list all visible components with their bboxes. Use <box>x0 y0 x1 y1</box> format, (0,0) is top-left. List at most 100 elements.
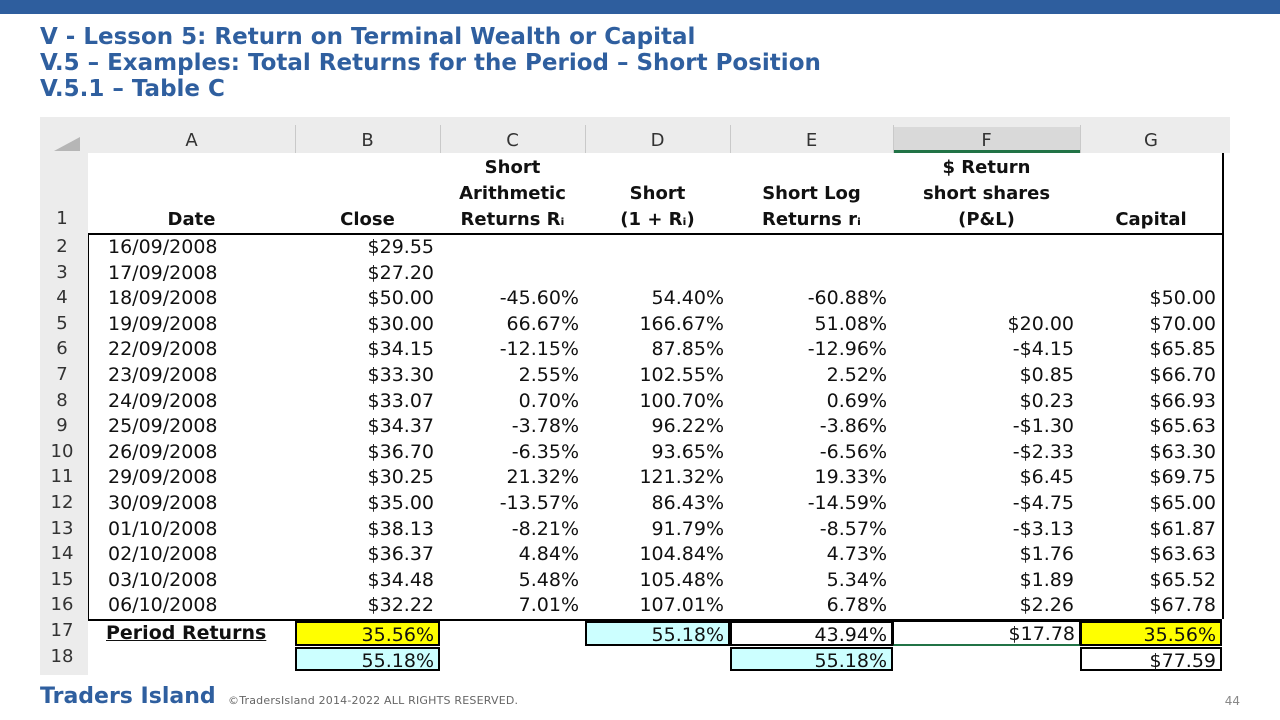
close-cell: $33.07 <box>367 389 434 412</box>
log-cell: -8.57% <box>819 517 887 540</box>
select-all-corner[interactable] <box>54 137 80 151</box>
page-number: 44 <box>1224 694 1240 708</box>
arith-cell: -13.57% <box>499 492 579 514</box>
one_plus-cell: 166.67% <box>639 312 724 335</box>
column-header-g[interactable]: G <box>1144 130 1158 151</box>
one_plus-cell: 107.01% <box>639 594 724 617</box>
capital-cell: $65.00 <box>1149 492 1216 514</box>
header-short-one-plus: Short (1 + Rᵢ) <box>585 153 730 233</box>
pnl-cell: -$1.30 <box>1012 415 1074 438</box>
row-header-15[interactable]: 15 <box>50 568 74 590</box>
column-header-separator <box>585 125 586 153</box>
row-header-14[interactable]: 14 <box>50 543 74 565</box>
header-bottom-border <box>88 233 1222 235</box>
one_plus-cell: 54.40% <box>651 287 724 310</box>
arith-cell: -6.35% <box>511 440 579 463</box>
capital-cell: $66.70 <box>1149 364 1216 386</box>
close-cell: $34.37 <box>367 415 434 438</box>
close-cell: $36.70 <box>367 440 434 463</box>
row-header-6[interactable]: 6 <box>56 338 68 360</box>
header-date: Date <box>88 153 295 233</box>
header-short-log: Short Log Returns rᵢ <box>730 153 893 233</box>
arith-cell: 66.67% <box>506 312 579 335</box>
row-header-4[interactable]: 4 <box>56 287 68 309</box>
one_plus-cell: 100.70% <box>639 389 724 412</box>
capital-cell: $63.30 <box>1149 440 1216 463</box>
close-cell: $36.37 <box>367 543 434 566</box>
pnl-cell: -$4.15 <box>1012 338 1074 361</box>
header-dollar-return-line: (P&L) <box>958 209 1015 230</box>
row-header-10[interactable]: 10 <box>50 440 74 462</box>
row-header-8[interactable]: 8 <box>56 389 68 411</box>
row-header-18[interactable]: 18 <box>50 645 74 667</box>
one_plus-cell: 91.79% <box>651 517 724 540</box>
table-right-border <box>1222 153 1224 619</box>
row-header-17[interactable]: 17 <box>50 620 74 641</box>
arith-cell: -3.78% <box>511 415 579 438</box>
row-header-9[interactable]: 9 <box>56 415 68 437</box>
capital-cell: $67.78 <box>1149 594 1216 617</box>
row-header-3[interactable]: 3 <box>56 261 68 283</box>
top-accent-bar <box>0 0 1280 14</box>
date-cell: 22/09/2008 <box>108 338 218 361</box>
log-cell: 5.34% <box>826 568 887 591</box>
capital-cell: $50.00 <box>1149 287 1216 310</box>
row18-log: 55.18% <box>730 646 893 672</box>
pnl-cell: $0.85 <box>1019 364 1074 386</box>
date-cell: 23/09/2008 <box>108 364 218 386</box>
header-dollar-return-line: short shares <box>922 183 1051 204</box>
capital-cell: $66.93 <box>1149 389 1216 412</box>
row-header-11[interactable]: 11 <box>50 466 74 488</box>
capital-cell: $65.63 <box>1149 415 1216 438</box>
column-header-c[interactable]: C <box>506 130 519 151</box>
pnl-cell: -$4.75 <box>1012 492 1074 514</box>
date-cell: 26/09/2008 <box>108 440 218 463</box>
capital-cell: $63.63 <box>1149 543 1216 566</box>
arith-cell: 0.70% <box>518 389 579 412</box>
title-line-2: V.5 – Examples: Total Returns for the Pe… <box>40 50 821 76</box>
arith-cell: -45.60% <box>499 287 579 310</box>
row-header-13[interactable]: 13 <box>50 517 74 539</box>
row18-close: 55.18% <box>295 646 440 672</box>
column-header-separator <box>295 125 296 153</box>
log-cell: -3.86% <box>819 415 887 438</box>
row-header-7[interactable]: 7 <box>56 364 68 385</box>
date-cell: 02/10/2008 <box>108 543 218 566</box>
date-cell: 30/09/2008 <box>108 492 218 514</box>
column-header-e[interactable]: E <box>805 130 818 151</box>
one_plus-cell: 86.43% <box>651 492 724 514</box>
arith-cell: 7.01% <box>518 594 579 617</box>
date-cell: 17/09/2008 <box>108 261 218 284</box>
close-cell: $30.00 <box>367 312 434 335</box>
log-cell: 2.52% <box>826 364 887 386</box>
arith-cell: -12.15% <box>499 338 579 361</box>
column-header-d[interactable]: D <box>650 130 665 151</box>
header-short-arith: Short Arithmetic Returns Rᵢ <box>440 153 585 233</box>
header-date-text: Date <box>167 209 216 230</box>
arith-cell: 2.55% <box>518 364 579 386</box>
table-left-border <box>88 233 89 619</box>
pnl-cell: $20.00 <box>1007 312 1074 335</box>
capital-cell: $65.85 <box>1149 338 1216 361</box>
date-cell: 03/10/2008 <box>108 568 218 591</box>
header-short-arith-line: Arithmetic <box>459 183 566 204</box>
row-header-5[interactable]: 5 <box>56 312 68 334</box>
pnl-cell: $0.23 <box>1019 389 1074 412</box>
column-header-b[interactable]: B <box>361 130 374 151</box>
row-header-bar <box>40 153 88 675</box>
close-cell: $33.30 <box>367 364 434 386</box>
row-header-12[interactable]: 12 <box>50 492 74 513</box>
column-header-f[interactable]: F <box>981 130 992 151</box>
row-header-2[interactable]: 2 <box>56 236 68 257</box>
capital-cell: $70.00 <box>1149 312 1216 335</box>
row-header-1[interactable]: 1 <box>56 208 68 229</box>
header-short-one-plus-line: (1 + Rᵢ) <box>620 209 695 230</box>
one_plus-cell: 104.84% <box>639 543 724 566</box>
row-header-16[interactable]: 16 <box>50 594 74 616</box>
log-cell: -60.88% <box>807 287 887 310</box>
pnl-cell: $1.76 <box>1019 543 1074 566</box>
close-cell: $30.25 <box>367 466 434 489</box>
header-close-text: Close <box>340 209 395 230</box>
pnl-cell: -$3.13 <box>1012 517 1074 540</box>
column-header-a[interactable]: A <box>185 130 198 151</box>
